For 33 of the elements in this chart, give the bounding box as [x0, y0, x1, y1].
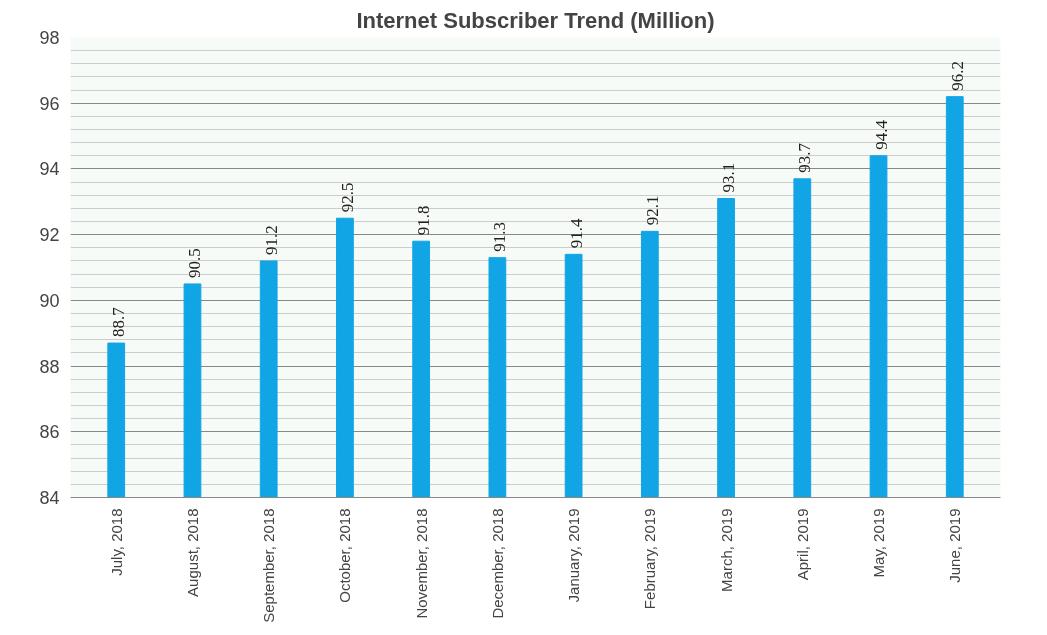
y-tick-label: 90: [39, 290, 60, 311]
y-tick-label: 92: [39, 225, 60, 246]
x-tick-label: June, 2019: [946, 508, 964, 583]
x-tick-label: January, 2019: [565, 508, 583, 603]
data-label: 93.1: [719, 162, 739, 193]
data-label: 91.4: [566, 218, 586, 249]
x-tick-label: December, 2018: [488, 508, 506, 619]
chart-title: Internet Subscriber Trend (Million): [356, 7, 715, 33]
data-label: 92.1: [642, 195, 662, 226]
y-tick-label: 88: [39, 356, 60, 377]
y-tick-label: 84: [39, 488, 60, 508]
data-label: 94.4: [871, 119, 891, 150]
x-tick-label: February, 2019: [641, 508, 659, 610]
x-tick-label: September, 2018: [260, 508, 278, 623]
x-tick-label: March, 2019: [717, 508, 735, 592]
data-label: 91.8: [414, 205, 434, 236]
data-label: 93.7: [795, 142, 815, 173]
x-tick-label: July, 2018: [107, 508, 125, 576]
x-tick-label: August, 2018: [183, 508, 201, 597]
x-tick-label: October, 2018: [336, 508, 354, 603]
data-label: 96.2: [947, 60, 967, 91]
data-label: 91.3: [490, 221, 510, 252]
data-label: 90.5: [185, 248, 205, 278]
x-tick-label: April, 2019: [793, 508, 811, 581]
data-label: 92.5: [337, 182, 357, 213]
y-tick-label: 96: [39, 93, 60, 114]
data-label: 91.2: [261, 225, 281, 255]
data-label: 88.7: [109, 306, 129, 338]
x-tick-label: November, 2018: [412, 508, 430, 619]
y-tick-label: 94: [39, 159, 60, 180]
x-tick-label: May, 2019: [870, 508, 888, 578]
y-tick-label: 98: [39, 28, 60, 48]
y-tick-label: 86: [39, 422, 60, 443]
